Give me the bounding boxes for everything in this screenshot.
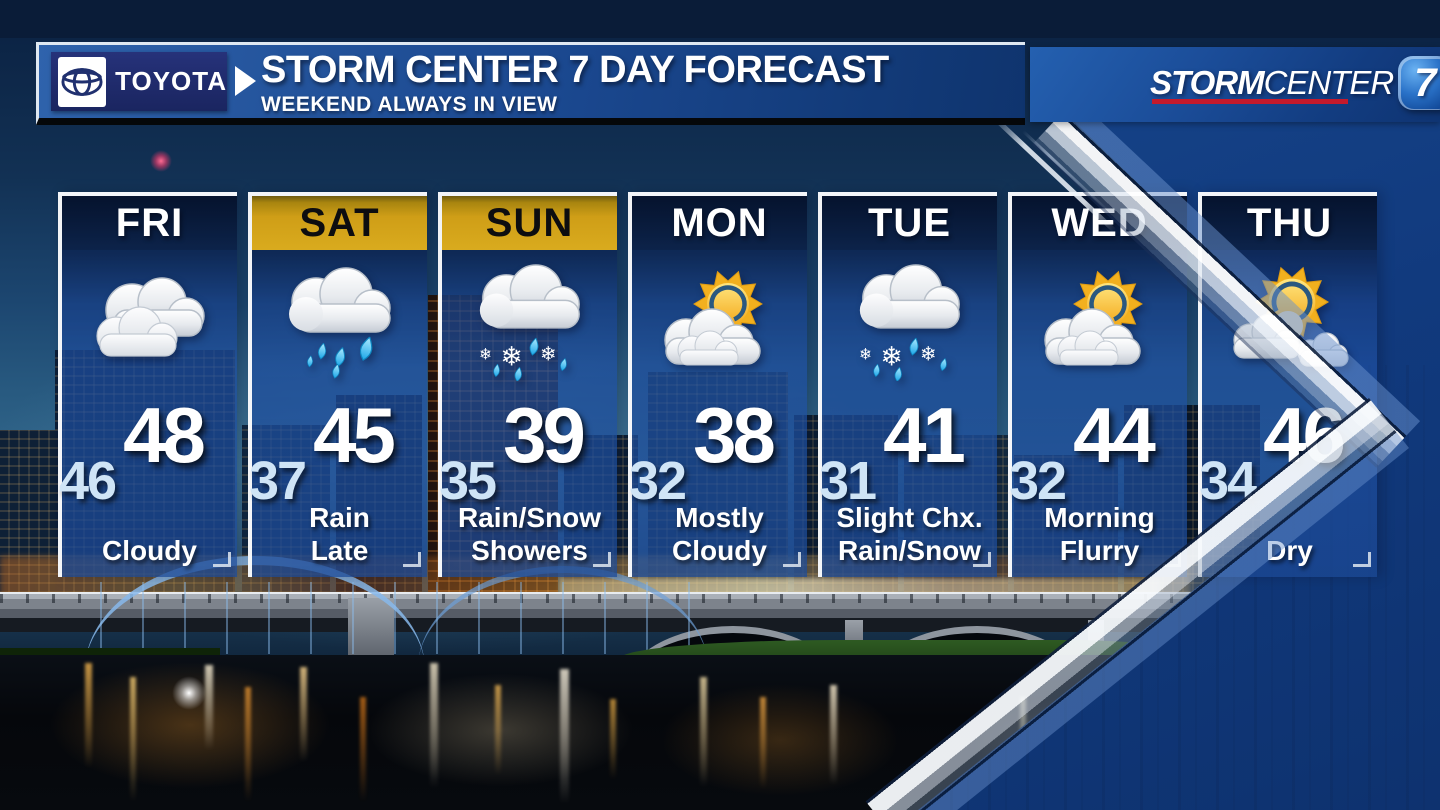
- corner-bracket: [403, 552, 421, 567]
- sun-behind-cloud-icon: [1030, 263, 1170, 381]
- brand-center-text: CENTER: [1263, 64, 1395, 101]
- rain-snow-icon: [460, 263, 600, 381]
- day-card-fri: FRI 48 46 Cloudy: [58, 192, 237, 577]
- stormcenter-logo: STORM CENTER 7: [1150, 56, 1440, 110]
- condition-text: Mostly Cloudy: [672, 502, 767, 566]
- low-temp: 46: [59, 451, 117, 511]
- low-temp: 31: [819, 451, 877, 511]
- high-temp: 48: [123, 391, 206, 479]
- day-card-sat: SAT 45 37 Rain Late: [248, 192, 427, 577]
- bridge-cables: [100, 582, 690, 654]
- day-name: MON: [671, 200, 768, 245]
- lamp-reflection: [172, 676, 206, 710]
- day-name: THU: [1246, 200, 1333, 245]
- page-title: STORM CENTER 7 DAY FORECAST: [261, 49, 889, 91]
- day-header: SAT: [252, 196, 427, 250]
- toyota-emblem-icon: [58, 56, 107, 107]
- brand-red-underline: [1152, 99, 1348, 104]
- day-card-sun: SUN 39 35 Rain/Snow Showers: [438, 192, 617, 577]
- sun-behind-cloud-icon: [650, 263, 790, 381]
- day-card-mon: MON 38 32 Mostly Cloudy: [628, 192, 807, 577]
- high-temp: 45: [313, 391, 396, 479]
- low-temp: 32: [629, 451, 687, 511]
- channel-7-badge: 7: [1398, 56, 1440, 110]
- day-name: TUE: [868, 200, 951, 245]
- corner-bracket: [973, 552, 991, 567]
- forecast-columns: FRI 48 46 Cloudy SAT 45 37 Rain Late SUN: [58, 192, 1377, 577]
- low-temp: 35: [439, 451, 497, 511]
- arrow-icon: [235, 66, 256, 96]
- day-header: THU: [1202, 196, 1377, 250]
- low-temp: 32: [1009, 451, 1067, 511]
- day-card-tue: TUE 41 31 Slight Chx. Rain/Snow: [818, 192, 997, 577]
- high-temp: 38: [693, 391, 776, 479]
- low-temp: 37: [249, 451, 307, 511]
- rain-cloud-icon: [270, 263, 410, 381]
- stormcenter-brand-bar: STORM CENTER 7: [1030, 47, 1440, 122]
- brand-storm-text: STORM: [1150, 64, 1265, 101]
- page-subtitle: WEEKEND ALWAYS IN VIEW: [261, 93, 558, 116]
- condition-text: Slight Chx. Rain/Snow: [836, 502, 983, 566]
- rain-snow-icon: [840, 263, 980, 381]
- toyota-sponsor-badge: TOYOTA: [51, 52, 227, 111]
- day-name: SUN: [485, 200, 574, 245]
- day-header: MON: [632, 196, 807, 250]
- building-lights-strip: [560, 578, 1160, 596]
- condition-text: Morning Flurry: [1044, 502, 1155, 566]
- day-header: SUN: [442, 196, 617, 250]
- cloudy-icon: [80, 263, 220, 381]
- header-bar: TOYOTA STORM CENTER 7 DAY FORECAST WEEKE…: [36, 42, 1025, 125]
- corner-bracket: [213, 552, 231, 567]
- corner-bracket: [593, 552, 611, 567]
- day-name: SAT: [299, 200, 380, 245]
- building-silhouette: [0, 430, 55, 600]
- antenna-light: [150, 150, 172, 172]
- corner-bracket: [1353, 552, 1371, 567]
- day-name: FRI: [115, 200, 184, 245]
- high-temp: 44: [1073, 391, 1156, 479]
- day-header: TUE: [822, 196, 997, 250]
- header-titles: STORM CENTER 7 DAY FORECAST WEEKEND ALWA…: [261, 49, 889, 117]
- sponsor-wordmark: TOYOTA: [115, 66, 227, 96]
- condition-text: Cloudy: [102, 535, 197, 566]
- high-temp: 41: [883, 391, 966, 479]
- condition-text: Rain/Snow Showers: [457, 502, 602, 566]
- condition-text: Rain Late: [309, 502, 370, 566]
- day-header: FRI: [62, 196, 237, 250]
- corner-bracket: [783, 552, 801, 567]
- high-temp: 39: [503, 391, 586, 479]
